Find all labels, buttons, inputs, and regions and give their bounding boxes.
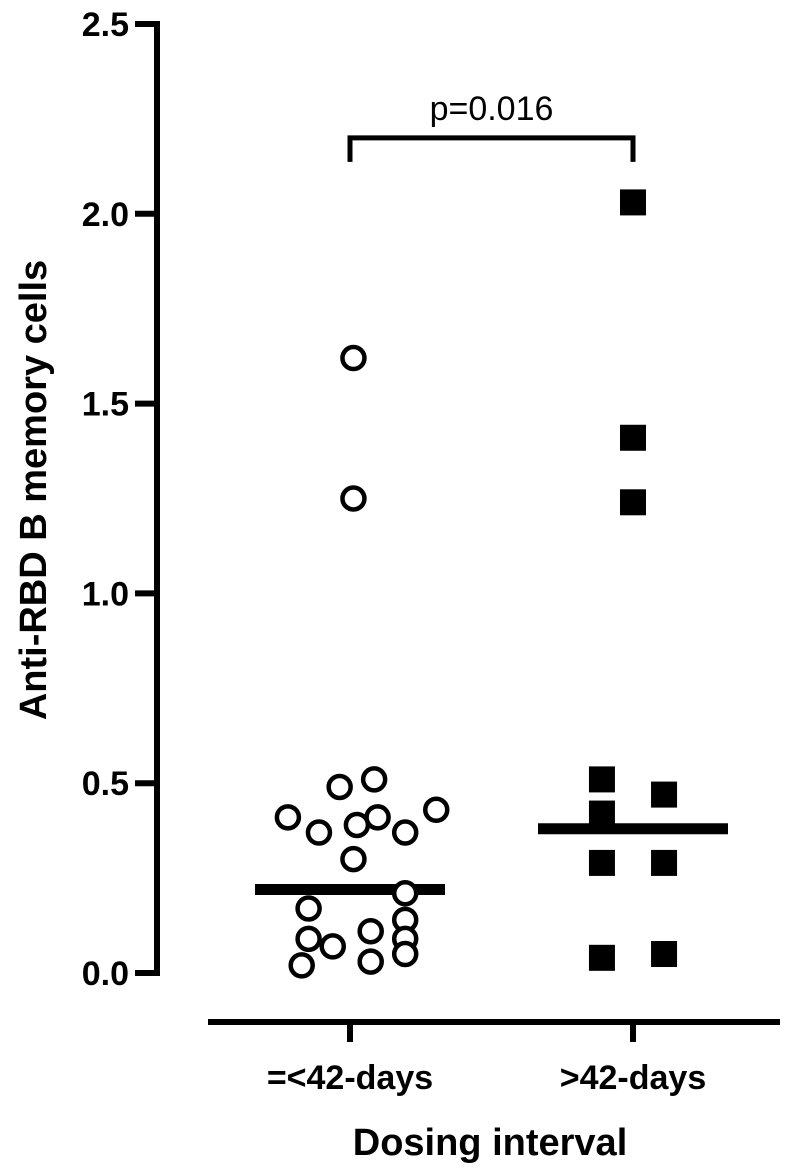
bracket-line (347, 135, 636, 162)
data-point-open-circle (295, 925, 322, 953)
data-point-open-circle (391, 940, 419, 968)
data-point-open-circle (340, 344, 367, 372)
data-point-open-circle (295, 895, 322, 922)
y-axis: 0.0 0.5 1.0 1.5 2.0 2.5 (82, 6, 160, 993)
y-tick-label: 1.0 (82, 575, 129, 613)
data-point-open-circle (364, 804, 391, 831)
data-point-open-circle (360, 766, 388, 793)
data-point-open-circle (326, 773, 353, 801)
y-tick-label: 1.5 (82, 386, 129, 424)
y-tick-label: 0.0 (82, 955, 129, 993)
data-point-filled-square (588, 800, 615, 827)
data-point-filled-square (620, 189, 646, 216)
y-tick-label: 2.5 (82, 6, 129, 44)
data-point-filled-square (620, 424, 646, 451)
data-point-open-circle (305, 819, 333, 846)
y-tick-label: 0.5 (82, 765, 129, 803)
data-point-open-circle (288, 952, 315, 979)
x-axis-label: Dosing interval (353, 1122, 628, 1164)
data-points (274, 189, 678, 979)
data-point-filled-square (588, 766, 615, 793)
data-point-open-circle (357, 917, 384, 945)
data-point-open-circle (423, 796, 450, 824)
significance-bracket: p=0.016 (347, 90, 636, 162)
data-point-filled-square (651, 849, 678, 876)
data-point-open-circle (391, 880, 419, 907)
x-tick-label: =<42-days (267, 1059, 433, 1097)
data-point-open-circle (357, 948, 384, 975)
y-tick-label: 2.0 (82, 196, 129, 234)
data-point-open-circle (340, 485, 367, 512)
data-point-filled-square (588, 849, 615, 876)
data-point-open-circle (319, 933, 346, 960)
data-point-open-circle (391, 819, 419, 846)
data-point-filled-square (588, 944, 615, 971)
data-point-filled-square (651, 781, 678, 808)
data-point-filled-square (620, 489, 646, 516)
x-tick-label: >42-days (560, 1059, 707, 1097)
data-point-open-circle (340, 845, 367, 873)
p-value-label: p=0.016 (430, 90, 554, 128)
data-point-open-circle (274, 804, 302, 831)
data-point-filled-square (651, 941, 678, 968)
y-axis-label: Anti-RBD B memory cells (13, 260, 55, 720)
x-axis: =<42-days >42-days (208, 1019, 780, 1097)
